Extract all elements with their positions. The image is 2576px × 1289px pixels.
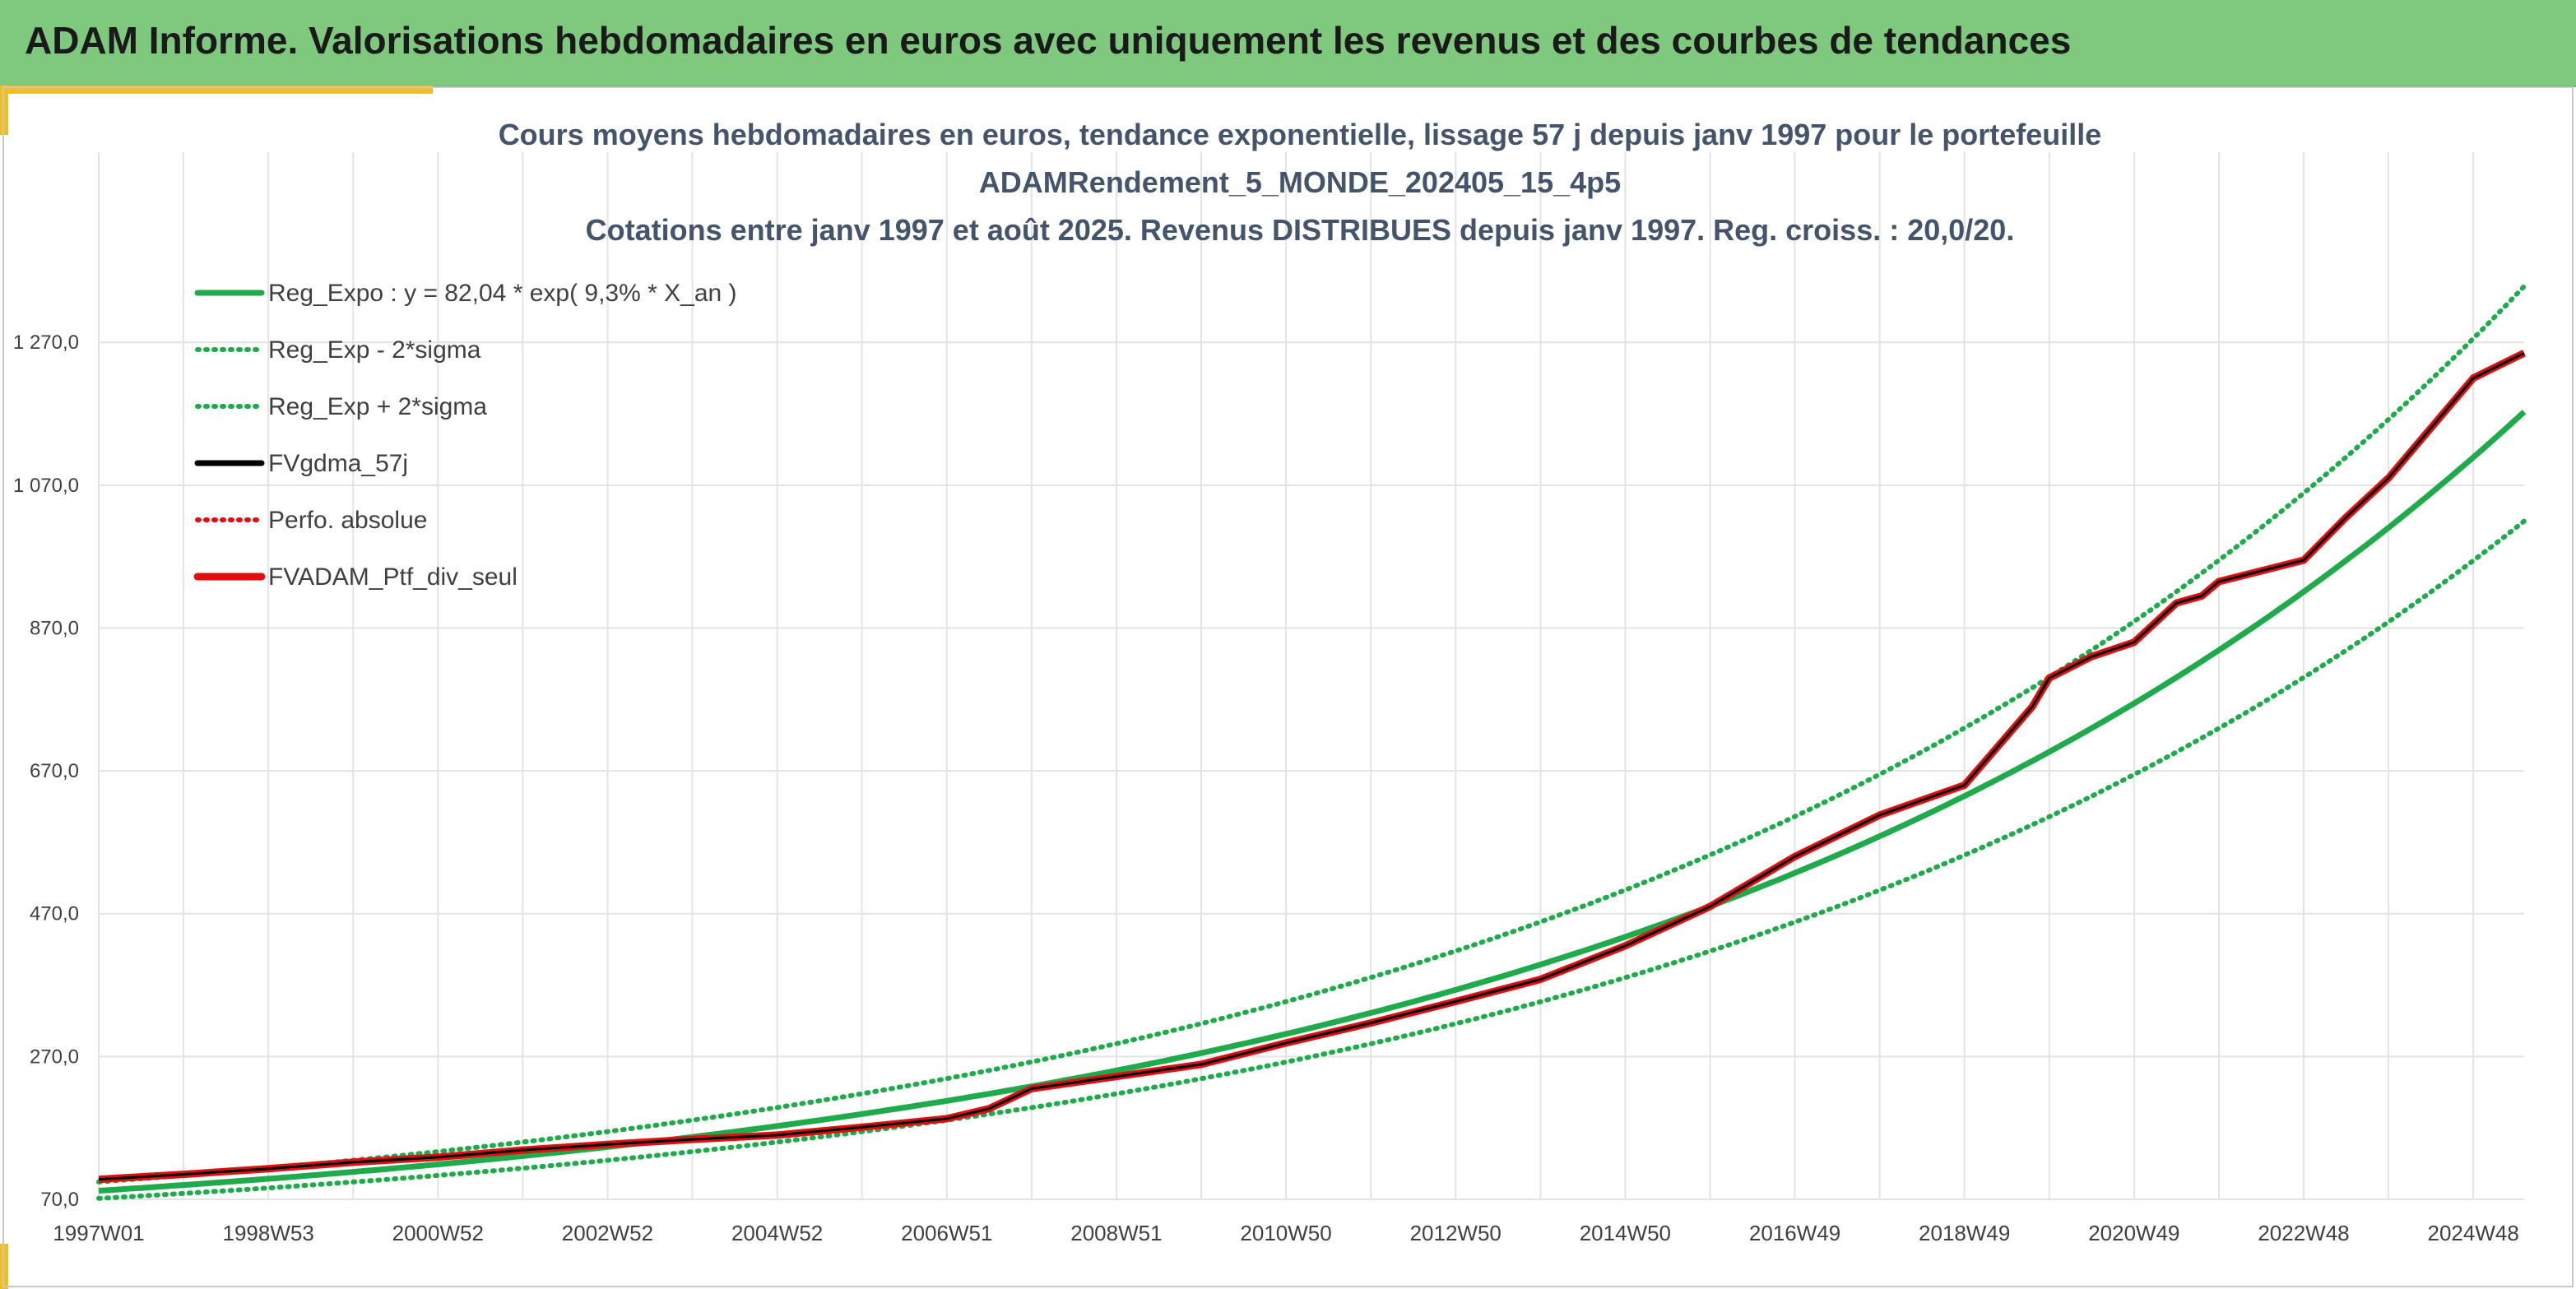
x-tick-label: 2022W48 (2258, 1221, 2349, 1245)
x-tick-label: 1998W53 (222, 1221, 313, 1245)
x-tick-label: 2024W48 (2427, 1221, 2518, 1245)
series-reg-exp-minus-2sigma (96, 518, 2527, 1201)
x-tick-label: 2006W51 (901, 1221, 992, 1245)
chart-title-line-1: Cours moyens hebdomadaires en euros, ten… (499, 118, 2102, 151)
chart-title-line-2: ADAMRendement_5_MONDE_202405_15_4p5 (979, 165, 1621, 199)
x-tick-label: 2000W52 (392, 1221, 484, 1245)
x-tick-label: 2002W52 (562, 1221, 653, 1245)
x-tick-label: 2014W50 (1580, 1221, 1671, 1245)
y-tick-label: 670,0 (30, 760, 79, 782)
x-tick-label: 1997W01 (53, 1221, 144, 1245)
x-tick-label: 2018W49 (1919, 1221, 2010, 1245)
y-tick-label: 1 270,0 (13, 332, 79, 354)
y-tick-label: 1 070,0 (13, 475, 79, 497)
legend-label: Reg_Exp - 2*sigma (268, 336, 481, 364)
series-fvgdma-57j (98, 351, 2525, 1181)
plot-border (2, 86, 2574, 1287)
legend-label: Perfo. absolue (268, 507, 427, 534)
x-tick-label: 2004W52 (731, 1221, 823, 1245)
legend: Reg_Expo : y = 82,04 * exp( 9,3% * X_an … (193, 280, 737, 591)
x-tick-label: 2012W50 (1410, 1221, 1502, 1245)
legend-label: Reg_Expo : y = 82,04 * exp( 9,3% * X_an … (268, 280, 737, 307)
series-reg-exp-plus-2sigma (96, 284, 2527, 1185)
x-tick-label: 2010W50 (1240, 1221, 1331, 1245)
x-tick-label: 2008W51 (1070, 1221, 1162, 1245)
header-bar: ADAM Informe. Valorisations hebdomadaire… (0, 0, 2576, 87)
chart-title-line-3: Cotations entre janv 1997 et août 2025. … (586, 213, 2015, 247)
series-reg-expo (98, 410, 2527, 1194)
legend-label: FVgdma_57j (268, 450, 408, 477)
legend-label: Reg_Exp + 2*sigma (268, 393, 487, 420)
y-tick-label: 870,0 (30, 617, 79, 639)
y-tick-label: 70,0 (40, 1189, 79, 1211)
accent-bar-top-left (0, 86, 433, 94)
series-perfo-absolue (98, 351, 2525, 1181)
y-tick-label: 270,0 (30, 1046, 79, 1068)
y-tick-label: 470,0 (30, 903, 79, 925)
x-tick-label: 2016W49 (1749, 1221, 1840, 1245)
series-fvadam-ptf-div-seul (98, 350, 2526, 1184)
legend-label: FVADAM_Ptf_div_seul (268, 563, 518, 591)
x-tick-label: 2020W49 (2088, 1221, 2179, 1245)
page-title: ADAM Informe. Valorisations hebdomadaire… (25, 19, 2072, 62)
